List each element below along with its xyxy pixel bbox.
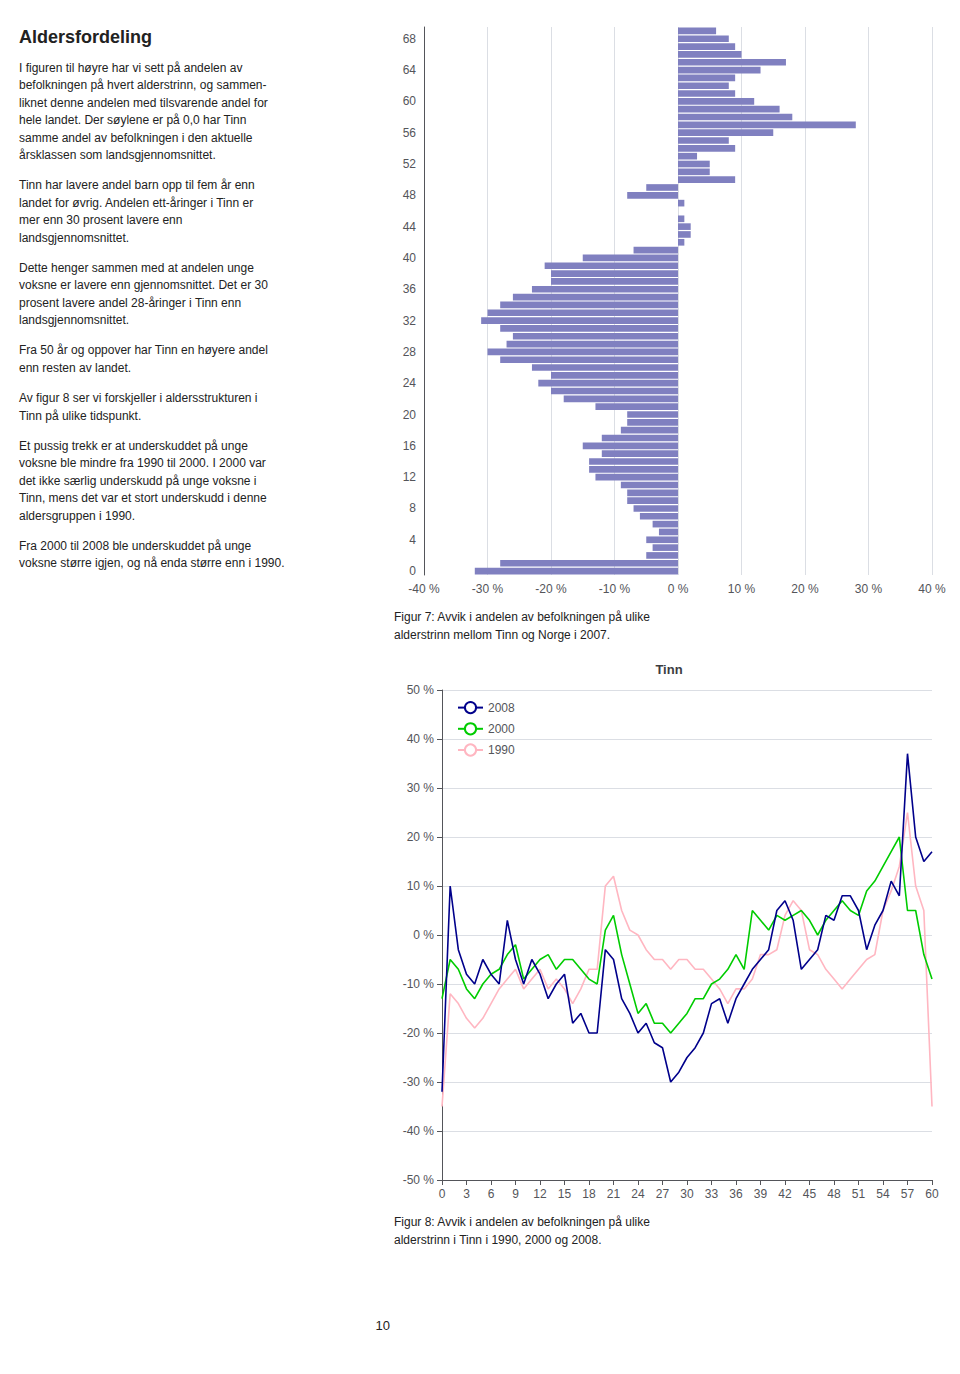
svg-text:-50 %: -50 % [403,1173,435,1187]
svg-text:21: 21 [607,1187,621,1201]
svg-text:12: 12 [403,470,417,484]
svg-text:50 %: 50 % [407,683,435,697]
svg-text:0: 0 [439,1187,446,1201]
svg-text:24: 24 [631,1187,645,1201]
svg-text:-10 %: -10 % [599,582,631,596]
svg-text:36: 36 [729,1187,743,1201]
svg-text:40: 40 [403,251,417,265]
html-text:Fra 2000 til 2008 ble undersku: Fra 2000 til 2008 ble underskuddet på un… [19,539,285,571]
html-text:Aldersfordeling: Aldersfordeling [19,27,152,47]
svg-text:4: 4 [409,533,416,547]
svg-text:57: 57 [901,1187,915,1201]
svg-text:60: 60 [403,94,417,108]
svg-text:33: 33 [705,1187,719,1201]
svg-text:20: 20 [403,408,417,422]
svg-text:24: 24 [403,376,417,390]
svg-text:42: 42 [778,1187,792,1201]
html-text:I figuren til høyre har vi set: I figuren til høyre har vi sett på andel… [19,61,268,162]
svg-text:30 %: 30 % [855,582,883,596]
svg-text:39: 39 [754,1187,768,1201]
svg-text:30: 30 [680,1187,694,1201]
svg-text:36: 36 [403,282,417,296]
svg-text:20 %: 20 % [407,830,435,844]
html-text:Av figur 8 ser vi forskjeller: Av figur 8 ser vi forskjeller i aldersst… [19,391,258,423]
svg-text:9: 9 [512,1187,519,1201]
svg-text:48: 48 [827,1187,841,1201]
svg-text:28: 28 [403,345,417,359]
svg-text:44: 44 [403,220,417,234]
svg-text:-40 %: -40 % [408,582,440,596]
svg-text:18: 18 [582,1187,596,1201]
svg-text:52: 52 [403,157,417,171]
svg-text:56: 56 [403,126,417,140]
html-text:alderstrinn mellom Tinn og Nor: alderstrinn mellom Tinn og Norge i 2007. [394,628,611,642]
html-text:10: 10 [375,1318,390,1333]
svg-text:2000: 2000 [488,722,515,736]
svg-text:40 %: 40 % [407,732,435,746]
svg-text:27: 27 [656,1187,670,1201]
svg-text:6: 6 [488,1187,495,1201]
html-text:Tinn har lavere andel barn opp: Tinn har lavere andel barn opp til fem å… [19,178,255,245]
svg-text:15: 15 [558,1187,572,1201]
svg-text:1990: 1990 [488,743,515,757]
html-text:Fra 50 år og oppover har Tinn: Fra 50 år og oppover har Tinn en høyere … [19,343,268,375]
svg-text:-10 %: -10 % [403,977,435,991]
svg-text:-30 %: -30 % [403,1075,435,1089]
svg-text:60: 60 [925,1187,939,1201]
svg-text:64: 64 [403,63,417,77]
svg-text:54: 54 [876,1187,890,1201]
svg-text:-20 %: -20 % [403,1026,435,1040]
html-text:alderstrinn i Tinn i 1990, 200: alderstrinn i Tinn i 1990, 2000 og 2008. [394,1233,602,1247]
svg-text:3: 3 [463,1187,470,1201]
html-text:Et pussig trekk er at undersku: Et pussig trekk er at underskuddet på un… [19,439,267,523]
svg-text:20 %: 20 % [791,582,819,596]
svg-text:45: 45 [803,1187,817,1201]
svg-text:-40 %: -40 % [403,1124,435,1138]
svg-text:-30 %: -30 % [472,582,504,596]
svg-text:32: 32 [403,314,417,328]
html-text:Figur 8: Avvik i andelen av be: Figur 8: Avvik i andelen av befolkningen… [394,1215,650,1229]
svg-text:10 %: 10 % [407,879,435,893]
html-text:Dette henger sammen med at and: Dette henger sammen med at andelen unge … [19,260,268,328]
svg-text:8: 8 [409,501,416,515]
html-text:Figur 7: Avvik i andelen av be: Figur 7: Avvik i andelen av befolkningen… [394,610,650,624]
svg-text:0: 0 [409,564,416,578]
svg-text:51: 51 [852,1187,866,1201]
svg-text:0 %: 0 % [413,928,434,942]
svg-text:Tinn: Tinn [655,662,682,677]
svg-text:40 %: 40 % [918,582,946,596]
svg-text:10 %: 10 % [728,582,756,596]
svg-text:0 %: 0 % [668,582,689,596]
svg-text:68: 68 [403,32,417,46]
svg-text:16: 16 [403,439,417,453]
svg-text:30 %: 30 % [407,781,435,795]
svg-text:2008: 2008 [488,701,515,715]
svg-text:48: 48 [403,188,417,202]
svg-text:12: 12 [533,1187,547,1201]
svg-text:-20 %: -20 % [535,582,567,596]
